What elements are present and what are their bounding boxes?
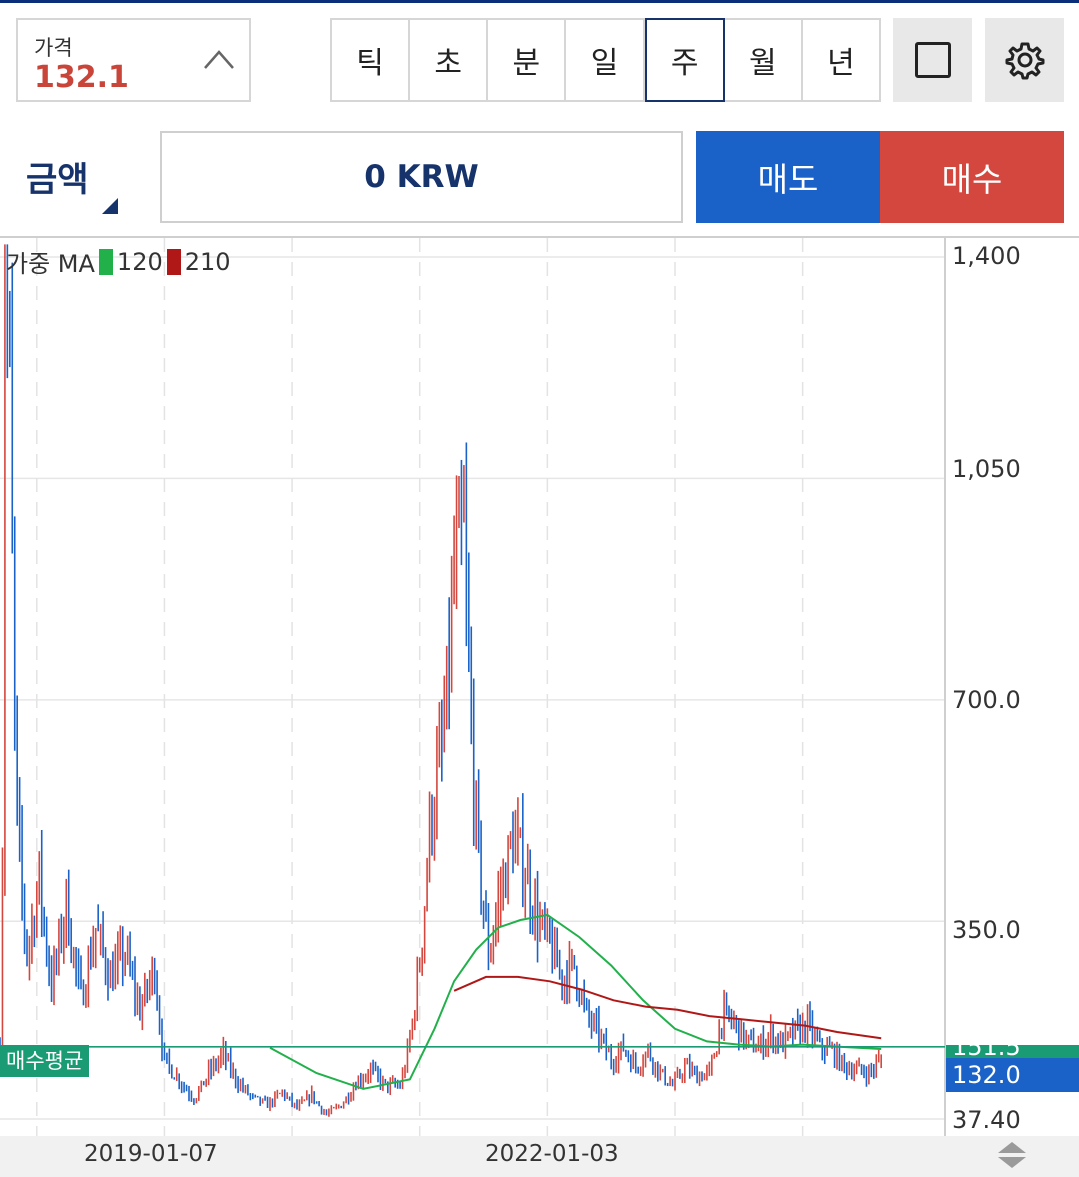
square-icon: [914, 42, 951, 78]
top-accent-line: [0, 0, 1079, 3]
price-chart[interactable]: [0, 238, 1079, 1136]
price-selector[interactable]: 가격 132.1: [16, 18, 251, 102]
tab-minute[interactable]: 분: [488, 20, 567, 100]
settings-button[interactable]: [985, 18, 1064, 102]
avg-buy-price-tag: 매수평균: [0, 1045, 90, 1077]
x-tick-label: 2019-01-07: [84, 1141, 218, 1167]
y-tick-label: 700.0: [952, 686, 1021, 714]
interval-tabs: 틱 초 분 일 주 월 년: [330, 18, 881, 102]
chart-legend: 가중 MA 120 210: [6, 244, 231, 279]
chevron-up-icon: [204, 50, 234, 69]
legend-ma210: 210: [184, 247, 231, 276]
y-tick-label: 1,050: [952, 455, 1021, 483]
dropdown-corner-icon: [102, 198, 118, 214]
tab-day[interactable]: 일: [566, 20, 645, 100]
avg-buy-price-value: 151.5: [952, 1033, 1021, 1061]
amount-input[interactable]: 0 KRW: [160, 131, 683, 223]
legend-prefix: 가중 MA: [6, 250, 95, 278]
x-tick-label: 2022-01-03: [485, 1141, 619, 1167]
buy-button[interactable]: 매수: [880, 131, 1064, 223]
tab-tick[interactable]: 틱: [332, 20, 411, 100]
tab-year[interactable]: 년: [827, 46, 855, 81]
avg-buy-price-marker: 151.5: [946, 1033, 1079, 1061]
price-value: 132.1: [34, 60, 129, 95]
y-tick-label: 1,400: [952, 242, 1021, 270]
y-tick-label: 350.0: [952, 916, 1021, 944]
sell-button[interactable]: 매도: [696, 131, 880, 223]
ma120-line: [269, 913, 882, 1090]
legend-swatch-ma210: [166, 248, 181, 275]
current-price-tag: 132.0: [946, 1058, 1079, 1092]
y-tick-label: 37.40: [952, 1106, 1021, 1134]
amount-type-selector[interactable]: 금액: [26, 160, 89, 200]
x-axis-bar[interactable]: [0, 1136, 945, 1177]
legend-swatch-ma120: [98, 248, 113, 275]
fullscreen-button[interactable]: [893, 18, 972, 102]
chart-top-divider: [0, 236, 1079, 238]
tab-week[interactable]: 주: [644, 18, 725, 102]
gear-icon: [1005, 42, 1044, 80]
price-label: 가격: [34, 36, 73, 60]
legend-ma120: 120: [116, 247, 163, 276]
tab-month[interactable]: 월: [725, 20, 803, 100]
ma210-line: [453, 975, 882, 1040]
axis-scale-icon[interactable]: [996, 1140, 1028, 1170]
tab-second[interactable]: 초: [410, 20, 489, 100]
